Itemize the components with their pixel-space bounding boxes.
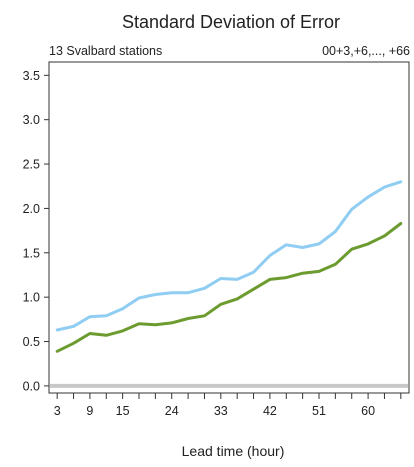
lead-times-label: 00+3,+6,..., +66 (322, 44, 410, 58)
y-tick-label: 0.5 (23, 335, 40, 349)
y-tick-label: 0.0 (23, 379, 40, 393)
x-axis-title: Lead time (hour) (182, 443, 285, 459)
station-count-label: 13 Svalbard stations (49, 44, 162, 58)
x-tick-label: 9 (86, 404, 93, 418)
plot-area: 0.0 0.5 1.0 1.5 2.0 2.5 3.0 3.5 3 9 15 24 33 42 51 60 (23, 61, 410, 418)
series-line-1 (55, 180, 403, 332)
y-tick-label: 3.5 (23, 69, 40, 83)
plot-frame (48, 61, 410, 394)
y-tick-label: 1.0 (23, 291, 40, 305)
x-tick-label: 33 (214, 404, 228, 418)
x-tick-label: 51 (312, 404, 326, 418)
y-tick-label: 3.0 (23, 113, 40, 127)
x-tick-label: 24 (165, 404, 179, 418)
chart-title: Standard Deviation of Error (122, 12, 340, 32)
x-tick-label: 42 (263, 404, 277, 418)
x-tick-label: 60 (361, 404, 375, 418)
x-tick-label: 3 (54, 404, 61, 418)
y-tick-label: 2.5 (23, 158, 40, 172)
y-tick-label: 1.5 (23, 246, 40, 260)
x-tick-label: 15 (116, 404, 130, 418)
y-tick-label: 2.0 (23, 202, 40, 216)
series-line-2 (55, 222, 403, 353)
